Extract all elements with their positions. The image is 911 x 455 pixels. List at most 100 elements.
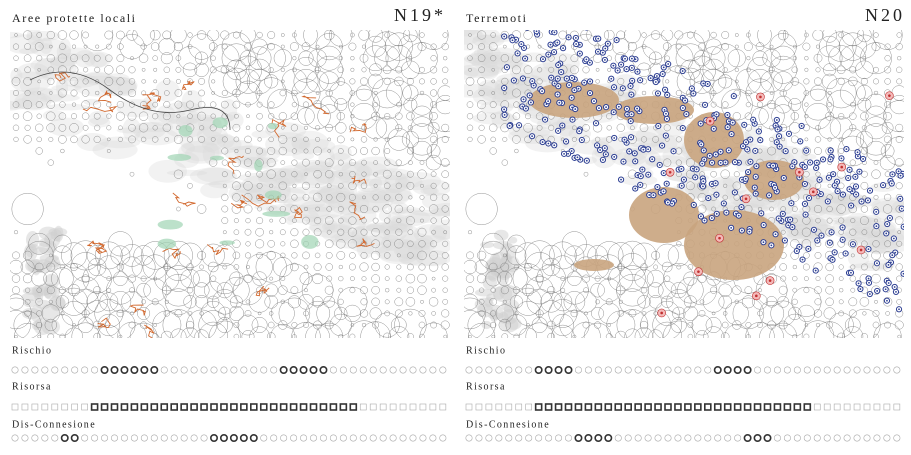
grid-circle	[223, 277, 250, 304]
grid-circle	[816, 195, 820, 200]
indicator	[220, 366, 228, 374]
grid-circle	[563, 291, 586, 313]
grid-circle	[814, 286, 822, 295]
grid-circle	[24, 298, 31, 305]
grid-circle	[37, 334, 41, 338]
indicator	[813, 403, 821, 411]
quake-core	[617, 105, 620, 108]
grid-circle	[347, 239, 358, 249]
quake-core	[630, 113, 633, 116]
grid-circle	[267, 146, 276, 156]
terrain	[301, 164, 336, 189]
grid-circle	[149, 30, 161, 41]
quake-core	[854, 175, 857, 178]
terrain	[354, 187, 403, 204]
grid-circle	[270, 324, 296, 338]
grid-circle	[687, 333, 694, 338]
grid-circle	[316, 300, 342, 327]
grid-circle	[466, 124, 474, 131]
grid-circle	[57, 53, 68, 63]
indicator	[120, 434, 128, 442]
quake-core	[523, 46, 525, 49]
indicator	[71, 403, 78, 411]
grid-circle	[256, 90, 263, 96]
quake-core	[596, 144, 598, 147]
protected-area	[162, 247, 181, 260]
grid-circle	[384, 310, 391, 317]
quake-core	[702, 82, 705, 85]
grid-circle	[313, 228, 322, 237]
indicator	[11, 366, 19, 374]
indicator	[783, 366, 791, 374]
quake-core	[622, 160, 625, 163]
quake-core	[538, 22, 540, 24]
quake-core	[657, 125, 660, 127]
grid-circle	[116, 100, 125, 109]
indicator	[61, 366, 69, 374]
terrain	[395, 240, 431, 260]
grid-circle	[777, 295, 790, 308]
quake-core	[741, 178, 743, 181]
grid-circle	[348, 205, 357, 213]
indicator	[793, 366, 801, 374]
grid-circle	[371, 31, 403, 62]
grid-circle	[360, 147, 368, 155]
quake-core	[855, 193, 857, 196]
grid-circle	[140, 43, 147, 50]
grid-circle	[83, 67, 89, 73]
grid-circle	[815, 217, 821, 224]
grid-circle	[813, 204, 823, 214]
quake-core	[894, 251, 897, 254]
quake-core	[593, 100, 595, 103]
grid-circle	[894, 216, 904, 225]
quake-core	[623, 138, 626, 141]
grid-circle	[420, 218, 424, 223]
grid-circle	[627, 42, 637, 52]
grid-circle	[22, 273, 33, 284]
indicator	[495, 434, 503, 442]
grid-circle	[395, 182, 402, 189]
quake-core	[503, 87, 506, 89]
quake-core	[662, 172, 665, 174]
quake-core	[887, 282, 890, 284]
grid-circle	[801, 146, 811, 156]
grid-circle	[58, 135, 67, 144]
quake-core	[798, 245, 801, 248]
quake-core	[807, 247, 810, 250]
quake-core	[826, 200, 829, 203]
grid-circle	[257, 206, 262, 212]
protected-area	[255, 285, 270, 297]
terrain	[148, 111, 179, 127]
quake	[568, 22, 573, 27]
grid-circle	[350, 102, 378, 130]
grid-circle	[758, 103, 785, 130]
grid-circle	[175, 78, 181, 84]
quake-core	[573, 89, 576, 92]
quake-core	[647, 148, 650, 151]
grid-circle	[802, 42, 811, 51]
grid-circle	[825, 77, 857, 109]
quake	[584, 30, 589, 31]
protected-area-green	[219, 240, 235, 246]
grid-circle	[244, 135, 252, 144]
grid-circle	[36, 321, 43, 329]
grid-circle	[394, 239, 404, 249]
indicator	[634, 434, 642, 442]
quake-core	[636, 107, 638, 110]
grid-circle	[441, 205, 449, 213]
grid-circle	[848, 309, 857, 318]
grid-circle	[658, 281, 677, 300]
quake-strong-core	[888, 94, 891, 97]
indicator	[843, 366, 851, 374]
grid-circle	[337, 298, 344, 305]
indicator	[289, 403, 298, 411]
grid-circle	[187, 90, 193, 96]
grid-circle	[467, 90, 473, 96]
grid-circle	[860, 333, 868, 338]
grid-circle	[883, 193, 892, 202]
grid-circle	[207, 261, 219, 273]
grid-circle	[420, 183, 424, 188]
row-label: Risorsa	[12, 381, 52, 392]
grid-circle	[682, 305, 699, 322]
grid-circle	[197, 111, 207, 121]
